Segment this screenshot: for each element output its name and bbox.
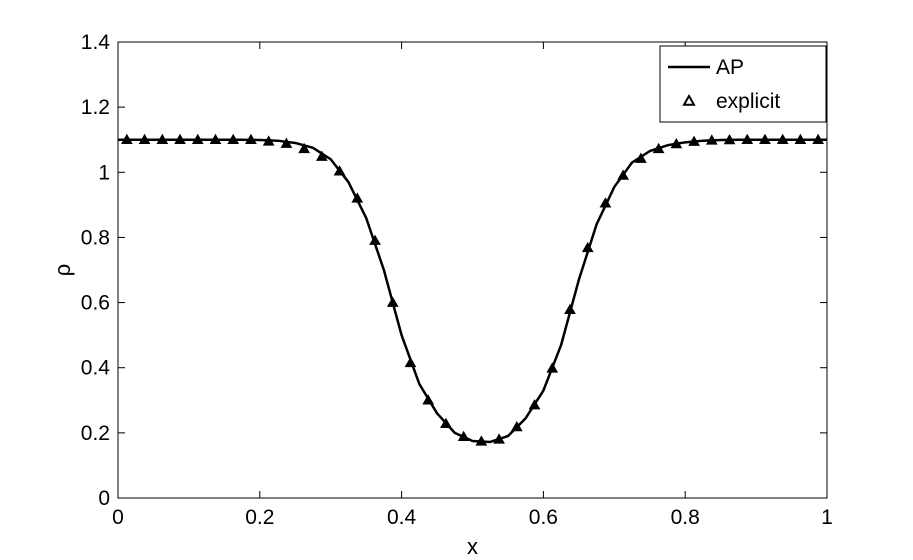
data-point	[404, 356, 417, 368]
data-point	[688, 135, 700, 146]
x-axis-label: x	[467, 534, 478, 559]
data-point	[528, 399, 541, 410]
data-point	[209, 133, 222, 144]
data-point	[386, 296, 399, 307]
data-point	[298, 142, 310, 154]
data-point	[812, 133, 824, 144]
data-point	[475, 435, 488, 446]
data-point	[705, 134, 718, 145]
y-tick-label: 0	[98, 487, 110, 510]
legend: AP explicit	[659, 45, 827, 123]
data-point	[440, 417, 452, 428]
legend-box	[659, 45, 827, 123]
y-tick-label: 0.2	[81, 422, 110, 445]
x-tick-label: 0.4	[387, 506, 417, 529]
data-point	[369, 234, 381, 245]
data-point	[121, 133, 133, 144]
x-tick-label: 0.8	[671, 506, 700, 529]
data-point	[776, 133, 789, 144]
data-point	[493, 433, 505, 444]
axes: 0 0.2 0.4 0.6 0.8 1 0 0.2 0.4 0.6 0.8 1 1.2 1.4 x ρ	[50, 31, 833, 559]
data-point	[652, 142, 665, 154]
data-point	[262, 135, 275, 146]
x-tick-label: 0.6	[529, 506, 558, 529]
y-tick-label: 1.2	[81, 96, 110, 119]
data-point	[670, 137, 683, 149]
data-point	[333, 165, 346, 176]
y-tick-label: 0.8	[81, 226, 110, 249]
data-point	[599, 197, 612, 208]
x-tick-label: 0	[112, 506, 124, 529]
x-tick-label: 1	[821, 506, 833, 529]
plot-area	[118, 133, 827, 446]
data-point	[635, 152, 647, 163]
data-point	[315, 150, 328, 161]
axes-frame	[117, 41, 828, 499]
data-point	[280, 137, 293, 148]
data-point	[174, 133, 186, 144]
data-point	[510, 420, 523, 432]
data-point	[723, 134, 736, 145]
data-point	[546, 362, 559, 373]
y-axis-label: ρ	[50, 264, 75, 277]
y-tick-label: 1.4	[81, 31, 111, 54]
data-point	[422, 394, 435, 405]
x-tick-label: 0.2	[245, 506, 274, 529]
y-tick-label: 0.4	[81, 357, 111, 380]
data-point	[617, 169, 630, 180]
data-point	[245, 133, 257, 144]
y-tick-label: 1	[98, 161, 110, 184]
series-line-ap	[118, 138, 827, 444]
data-point	[457, 430, 470, 442]
data-point	[351, 192, 364, 203]
data-point	[227, 133, 240, 144]
series-markers-explicit	[121, 133, 824, 446]
data-point	[564, 303, 576, 314]
data-point	[759, 133, 771, 144]
legend-marker-swatch	[682, 93, 696, 106]
legend-label: AP	[716, 56, 744, 79]
data-point	[156, 133, 169, 144]
data-point	[581, 241, 594, 253]
data-point	[794, 133, 807, 144]
data-point	[191, 133, 204, 144]
data-point	[741, 133, 754, 144]
legend-label: explicit	[716, 90, 780, 113]
y-tick-label: 0.6	[81, 292, 110, 315]
data-point	[138, 133, 151, 144]
